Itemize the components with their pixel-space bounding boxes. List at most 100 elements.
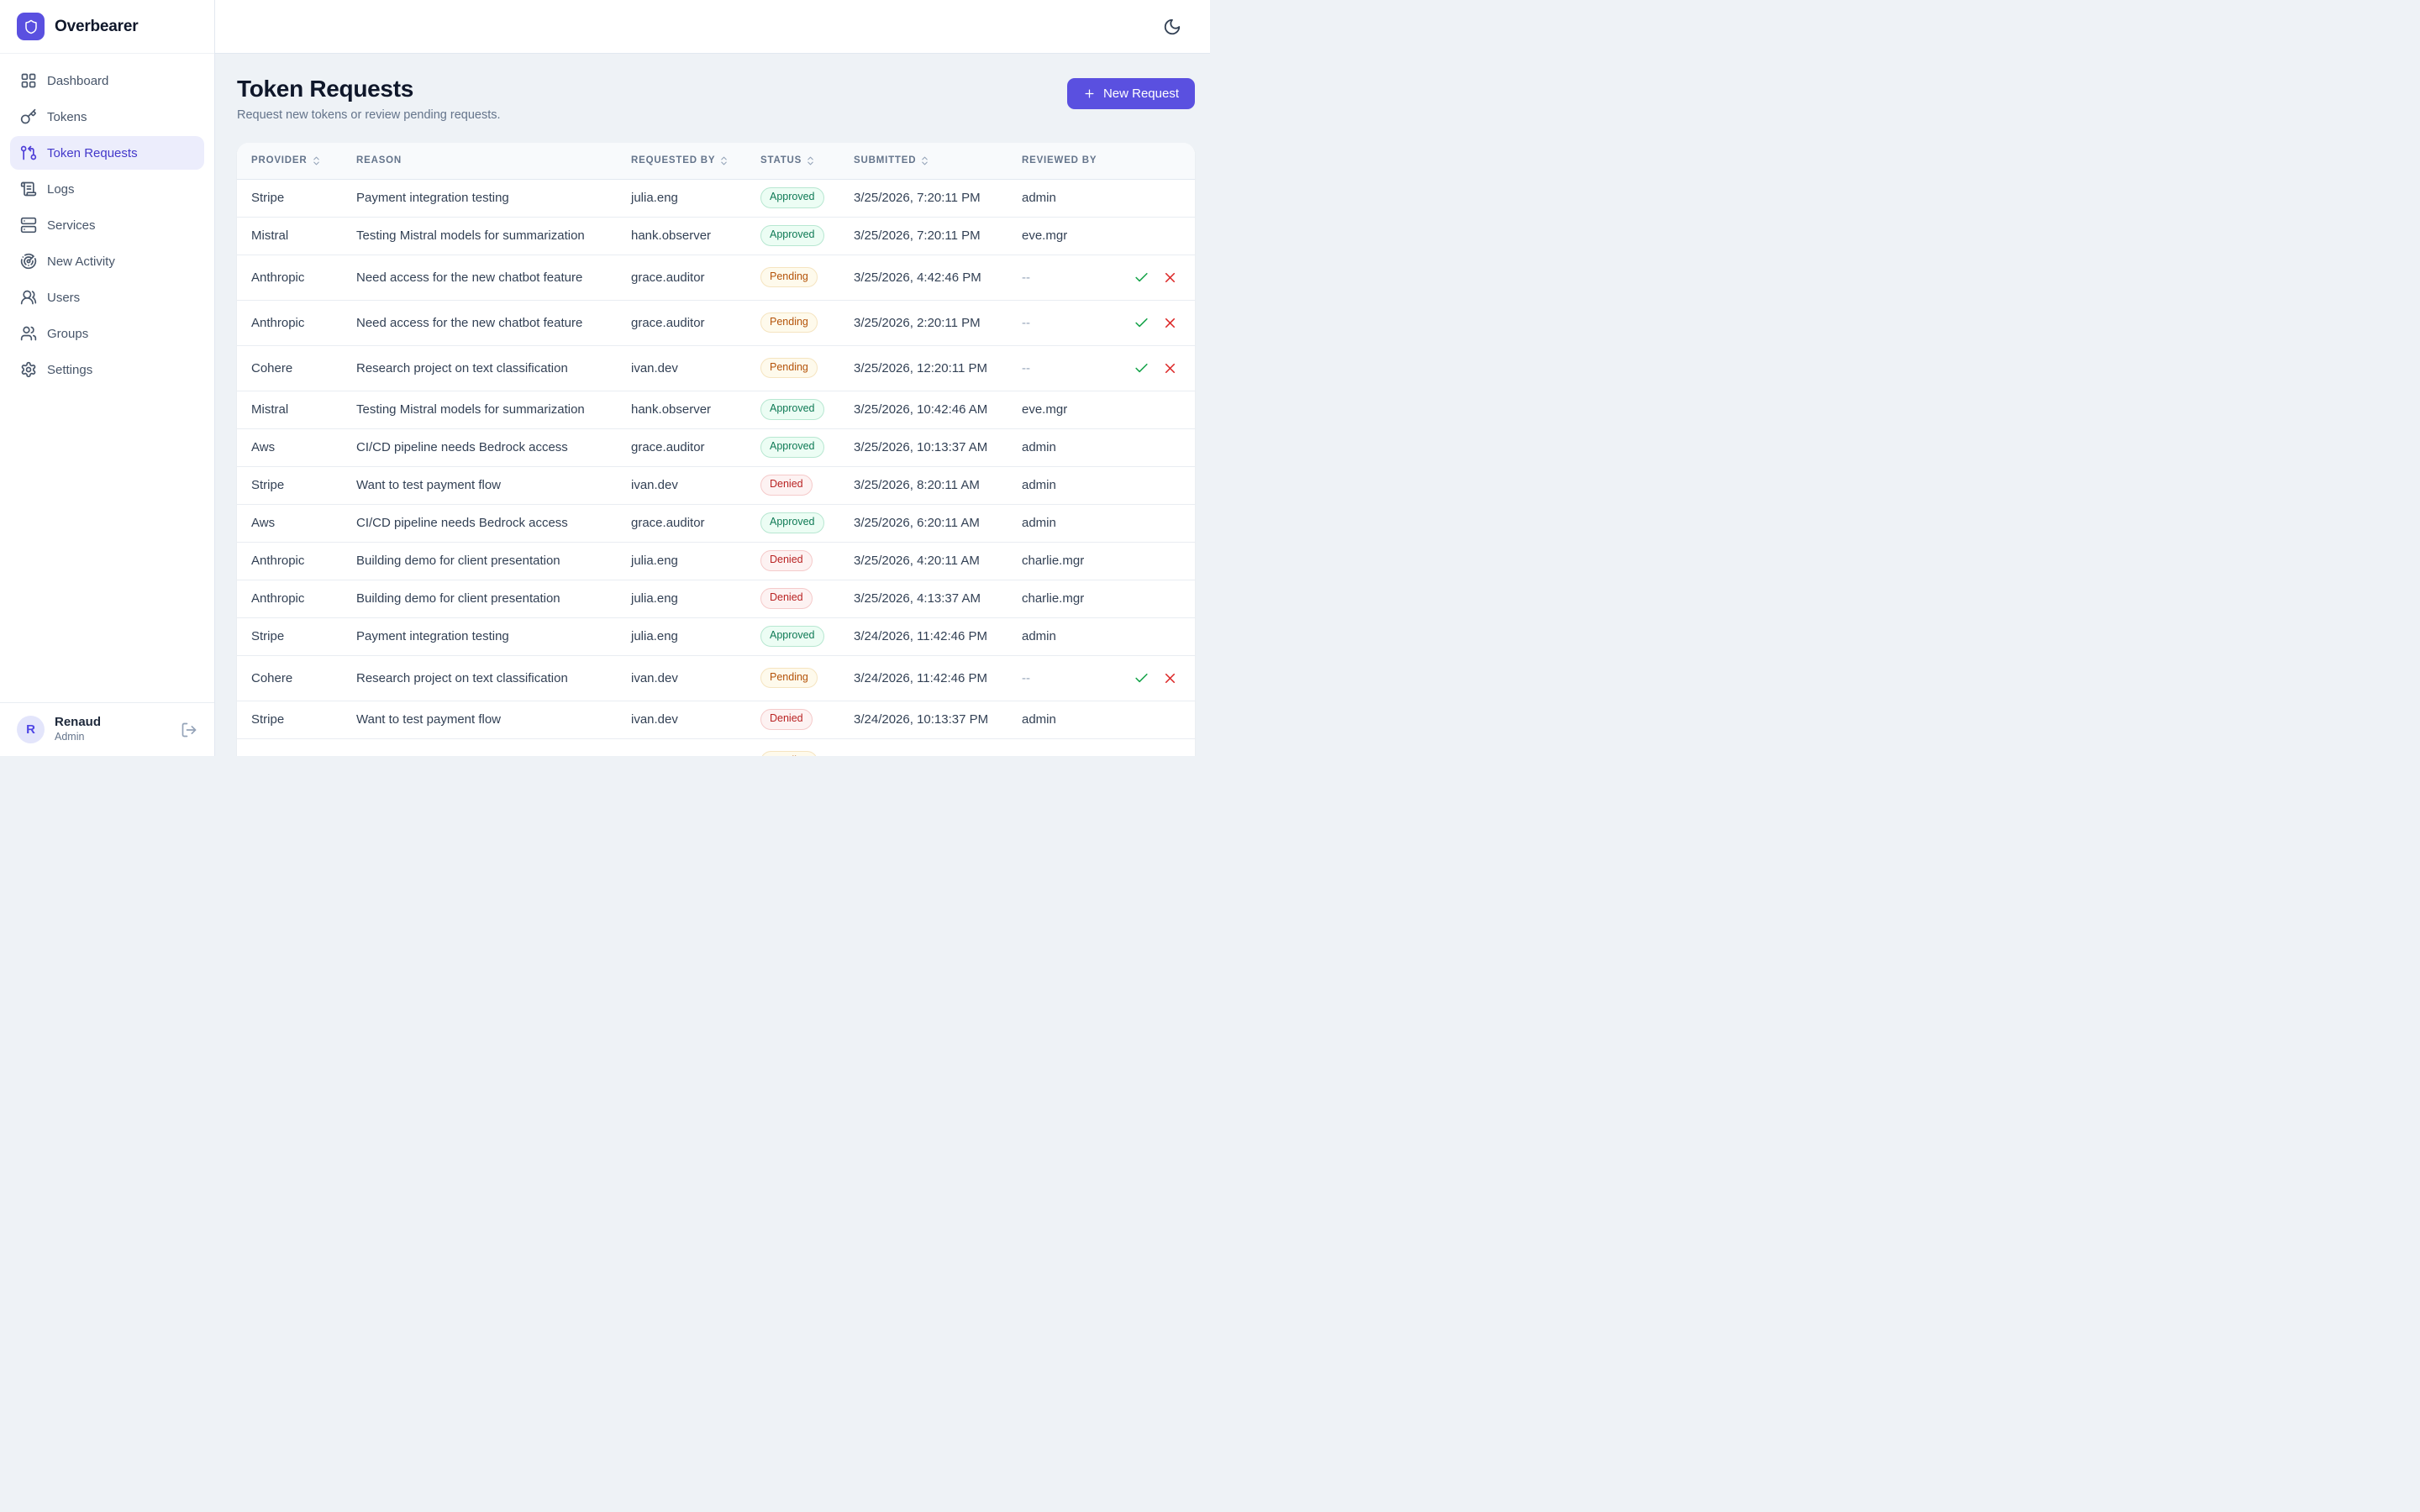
requested-by-cell: ivan.dev bbox=[631, 465, 760, 504]
approve-request-button[interactable] bbox=[1134, 360, 1150, 376]
new-request-button[interactable]: New Request bbox=[1066, 78, 1195, 109]
table-row: Cohere Research project on text classific… bbox=[237, 344, 1195, 391]
users-icon bbox=[20, 289, 37, 306]
column-header-actions bbox=[1123, 143, 1195, 180]
check-icon bbox=[1134, 270, 1150, 286]
check-icon bbox=[1134, 670, 1150, 686]
token-requests-card: Provider Reason Requested By Status Submitte… bbox=[237, 143, 1195, 756]
actions-cell bbox=[1123, 344, 1195, 391]
logout-button[interactable] bbox=[181, 722, 197, 738]
log-out-icon bbox=[181, 722, 197, 738]
deny-request-button[interactable] bbox=[1162, 270, 1178, 286]
user-name: Renaud bbox=[55, 715, 102, 730]
reviewed-by-cell: eve.mgr bbox=[1022, 390, 1123, 428]
sidebar-item-label: Users bbox=[47, 290, 81, 305]
sidebar-item-settings[interactable]: Settings bbox=[10, 353, 204, 386]
sidebar-item-users[interactable]: Users bbox=[10, 281, 204, 314]
sidebar-item-logs[interactable]: Logs bbox=[10, 172, 204, 206]
requested-by-cell: ivan.dev bbox=[631, 654, 760, 701]
sidebar-user-section: R Renaud Admin bbox=[0, 702, 214, 756]
reviewed-by-cell: charlie.mgr bbox=[1022, 579, 1123, 617]
status-cell: Denied bbox=[760, 465, 854, 504]
provider-cell: Mistral bbox=[237, 216, 356, 255]
submitted-cell: 3/25/2026, 10:42:46 AM bbox=[854, 390, 1022, 428]
status-badge: Pending bbox=[760, 667, 818, 689]
theme-toggle-button[interactable] bbox=[1163, 18, 1181, 36]
status-badge: Approved bbox=[760, 626, 824, 647]
approve-request-button[interactable] bbox=[1134, 315, 1150, 331]
sidebar-item-dashboard[interactable]: Dashboard bbox=[10, 64, 204, 97]
reviewed-by-cell: eve.mgr bbox=[1022, 216, 1123, 255]
sidebar-item-groups[interactable]: Groups bbox=[10, 317, 204, 350]
actions-cell bbox=[1123, 700, 1195, 738]
status-cell: Pending bbox=[760, 654, 854, 701]
column-label: Submitted bbox=[854, 155, 917, 166]
status-badge: Approved bbox=[760, 225, 824, 246]
actions-cell bbox=[1123, 465, 1195, 504]
reviewed-by-cell: -- bbox=[1022, 299, 1123, 345]
reason-cell: Want to test payment flow bbox=[356, 465, 631, 504]
deny-request-button[interactable] bbox=[1162, 670, 1178, 686]
status-badge: Denied bbox=[760, 709, 813, 730]
column-header-status[interactable]: Status bbox=[760, 143, 854, 180]
status-cell: Pending bbox=[760, 738, 854, 756]
check-icon bbox=[1134, 360, 1150, 376]
provider-cell: Cohere bbox=[237, 344, 356, 391]
table-header-row: Provider Reason Requested By Status Submitte… bbox=[237, 143, 1195, 180]
settings-icon bbox=[20, 361, 37, 378]
sidebar-item-tokens[interactable]: Tokens bbox=[10, 100, 204, 134]
x-icon bbox=[1162, 315, 1178, 331]
services-icon bbox=[20, 217, 37, 234]
table-row: Mistral Testing Mistral models for summar… bbox=[237, 216, 1195, 255]
status-badge: Pending bbox=[760, 312, 818, 333]
submitted-cell: 3/25/2026, 8:20:11 AM bbox=[854, 465, 1022, 504]
token-requests-table: Provider Reason Requested By Status Submitte… bbox=[237, 143, 1195, 756]
sidebar-item-new-activity[interactable]: New Activity bbox=[10, 244, 204, 278]
status-cell: Pending bbox=[760, 299, 854, 345]
column-header-requested-by[interactable]: Requested By bbox=[631, 143, 760, 180]
status-cell: Approved bbox=[760, 617, 854, 655]
actions-cell bbox=[1123, 299, 1195, 345]
status-cell: Pending bbox=[760, 344, 854, 391]
deny-request-button[interactable] bbox=[1162, 360, 1178, 376]
x-icon bbox=[1162, 753, 1178, 756]
new-request-label: New Request bbox=[1102, 87, 1179, 101]
main-area: Token Requests Request new tokens or rev… bbox=[215, 0, 1210, 756]
column-header-provider[interactable]: Provider bbox=[237, 143, 356, 180]
sidebar-item-token-requests[interactable]: Token Requests bbox=[10, 136, 204, 170]
sidebar-item-services[interactable]: Services bbox=[10, 208, 204, 242]
avatar: R bbox=[17, 716, 45, 743]
sidebar-item-label: Dashboard bbox=[47, 73, 109, 88]
provider-cell: Openai bbox=[237, 738, 356, 756]
actions-cell bbox=[1123, 541, 1195, 580]
check-icon bbox=[1134, 315, 1150, 331]
status-cell: Pending bbox=[760, 254, 854, 300]
requested-by-cell: julia.eng bbox=[631, 191, 678, 205]
page-header-text: Token Requests Request new tokens or rev… bbox=[237, 76, 501, 122]
submitted-cell: 3/25/2026, 4:13:37 AM bbox=[854, 579, 1022, 617]
column-header-submitted[interactable]: Submitted bbox=[854, 143, 1022, 180]
deny-request-button[interactable] bbox=[1162, 753, 1178, 756]
approve-request-button[interactable] bbox=[1134, 670, 1150, 686]
sidebar-item-label: Groups bbox=[47, 326, 89, 341]
table-row: Anthropic Building demo for client presen… bbox=[237, 579, 1195, 617]
table-row: Cohere Research project on text classific… bbox=[237, 654, 1195, 701]
provider-cell: Anthropic bbox=[237, 254, 356, 300]
reason-cell: CI/CD pipeline needs Bedrock access bbox=[356, 503, 631, 542]
approve-request-button[interactable] bbox=[1134, 753, 1150, 756]
requested-by-cell: grace.auditor bbox=[631, 503, 760, 542]
reason-cell: Need access for the new chatbot feature bbox=[356, 299, 631, 345]
status-badge: Approved bbox=[760, 187, 824, 208]
column-label: Provider bbox=[251, 155, 308, 166]
submitted-cell: 3/24/2026, 12:42:46 PM bbox=[854, 738, 1022, 756]
submitted-cell: 3/25/2026, 12:20:11 PM bbox=[854, 344, 1022, 391]
user-role: Admin bbox=[55, 731, 85, 743]
actions-cell bbox=[1123, 254, 1195, 300]
submitted-cell: 3/25/2026, 6:20:11 AM bbox=[854, 503, 1022, 542]
sort-icon bbox=[919, 155, 930, 166]
reason-cell: Need access for the new chatbot feature bbox=[356, 254, 631, 300]
approve-request-button[interactable] bbox=[1134, 270, 1150, 286]
groups-icon bbox=[20, 325, 37, 342]
reviewed-by-cell: admin bbox=[1022, 465, 1123, 504]
deny-request-button[interactable] bbox=[1162, 315, 1178, 331]
